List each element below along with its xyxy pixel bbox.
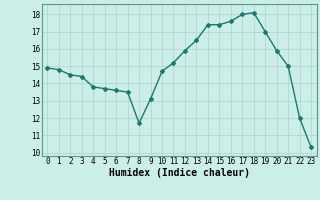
X-axis label: Humidex (Indice chaleur): Humidex (Indice chaleur)	[109, 168, 250, 178]
